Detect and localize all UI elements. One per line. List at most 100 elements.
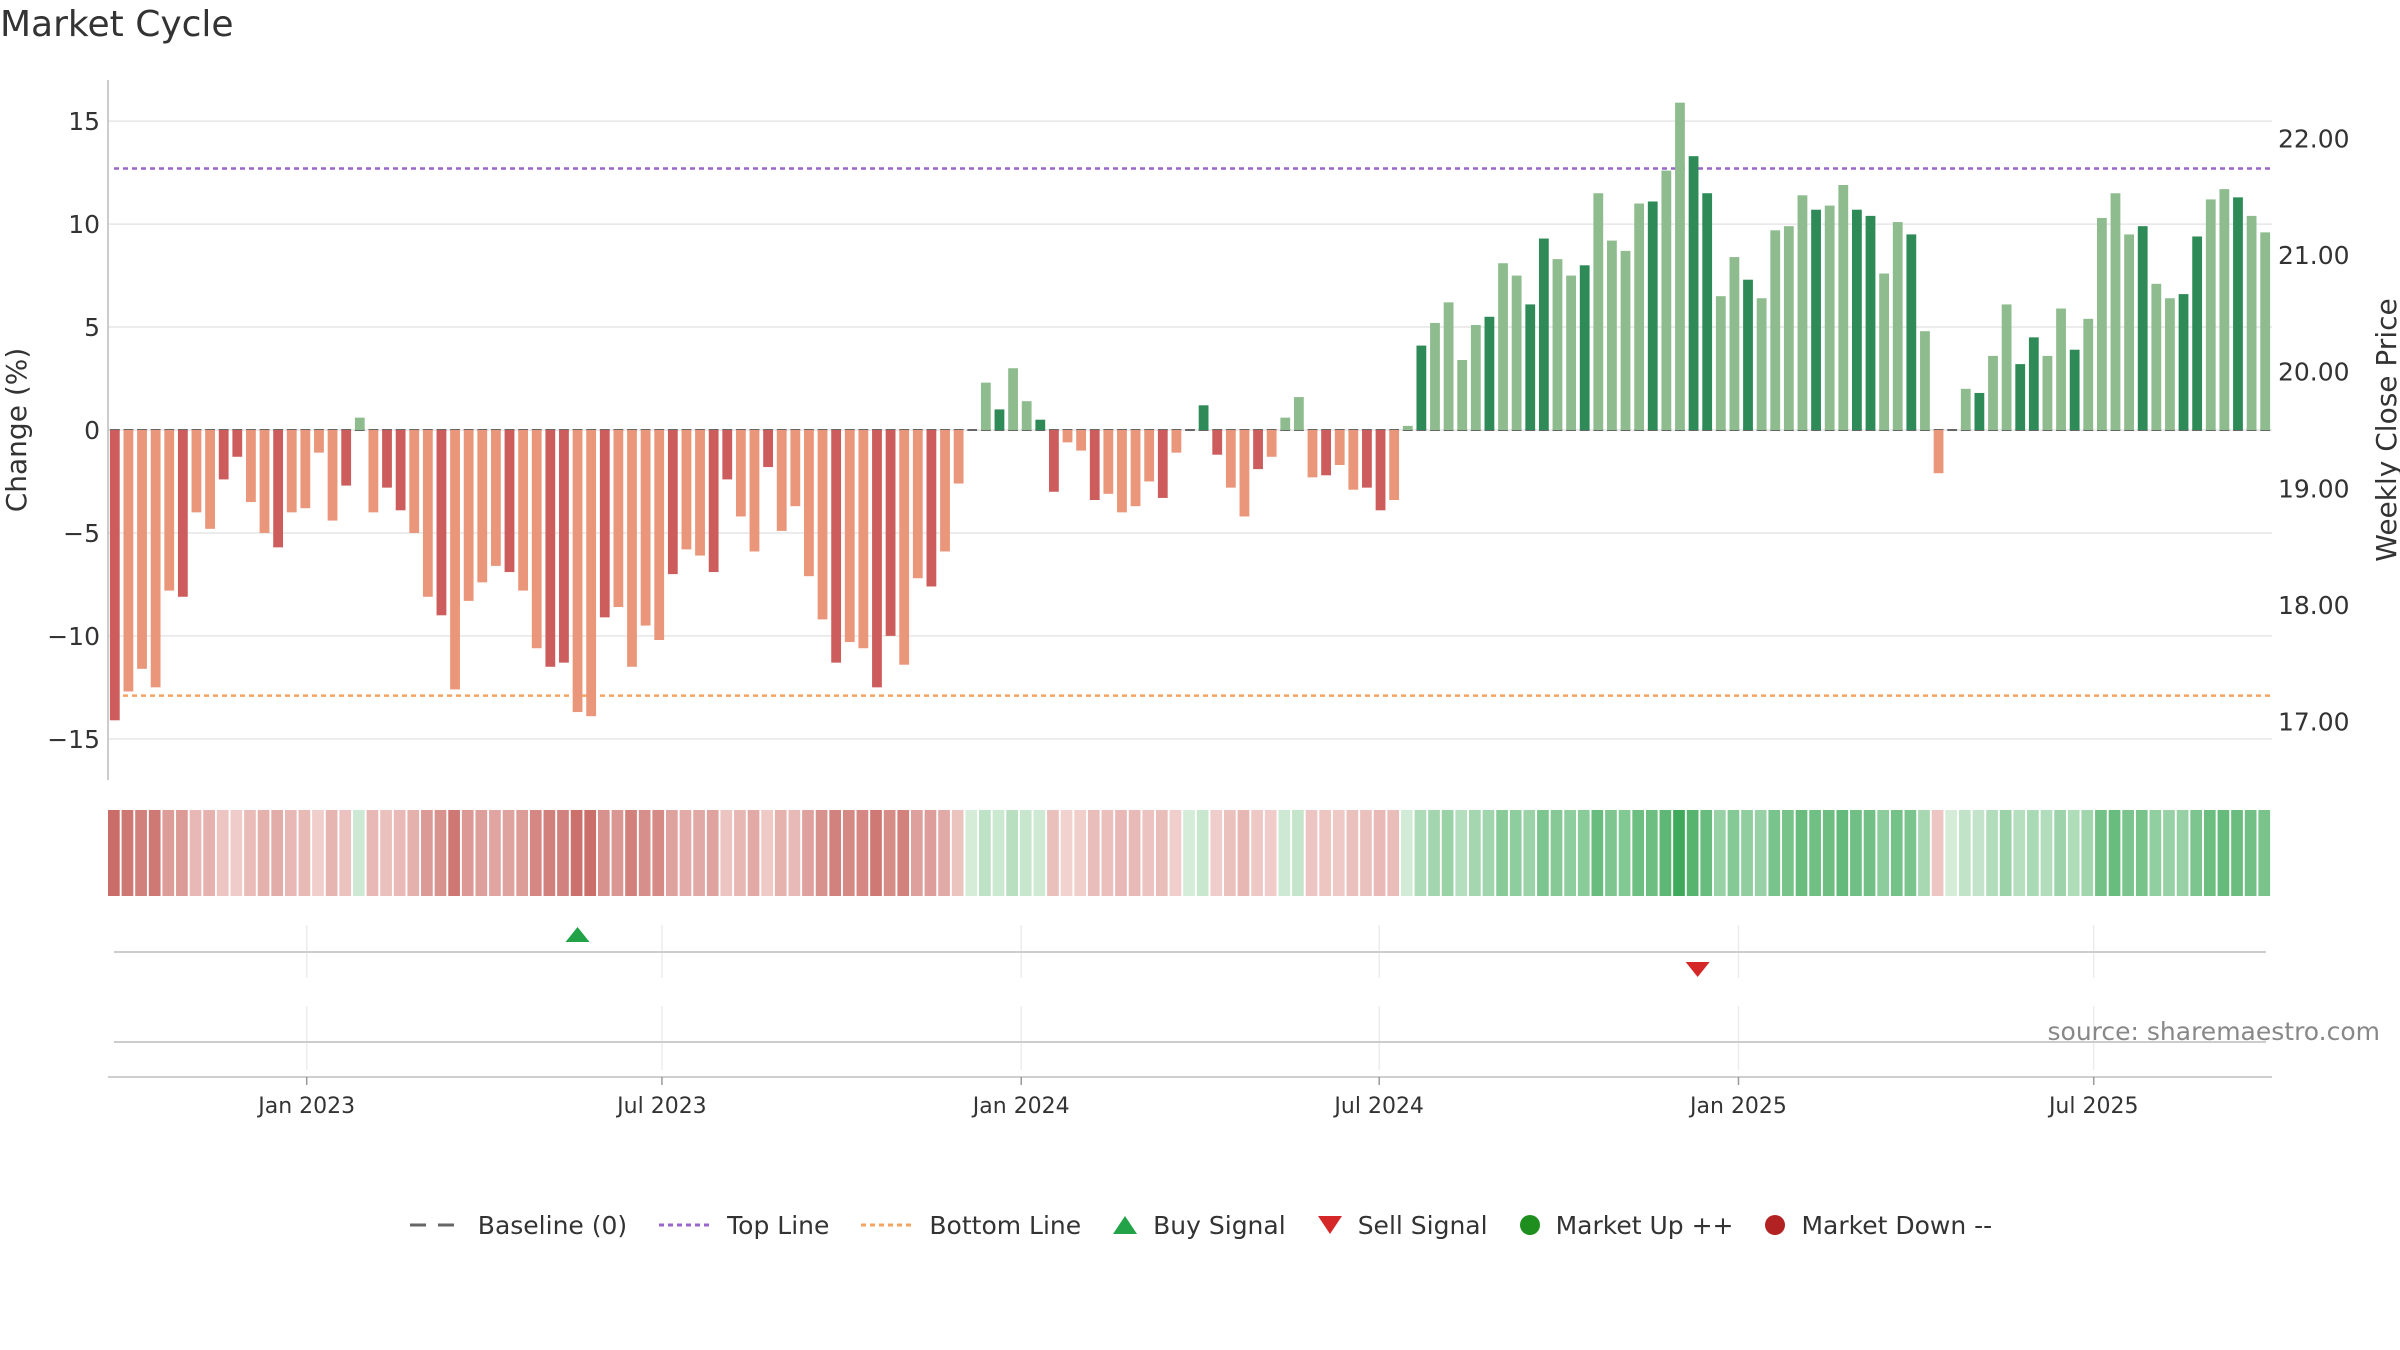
heat-strip-cell xyxy=(924,810,937,896)
heat-strip-cell xyxy=(1292,810,1304,896)
bar xyxy=(259,430,270,533)
bar xyxy=(327,430,338,521)
bar xyxy=(912,430,923,579)
axis-layer: 15 10 5 0 −5 −10 −15 22.00 21.00 20.00 19.00 18.00 1… xyxy=(0,80,2400,780)
bar xyxy=(1715,296,1726,430)
heat-strip-cell xyxy=(543,810,556,896)
heat-strip-cell xyxy=(652,810,665,896)
heat-strip-cell xyxy=(1155,810,1168,896)
heat-strip-cell xyxy=(1346,810,1359,896)
heat-strip-cell xyxy=(1972,810,1985,896)
heat-strip-cell xyxy=(1782,810,1794,896)
bar xyxy=(354,417,365,430)
bar xyxy=(953,430,964,484)
heat-strip-cell xyxy=(706,810,719,896)
legend-label-baseline: Baseline (0) xyxy=(477,1210,628,1240)
bar xyxy=(1416,345,1427,430)
bar xyxy=(1756,298,1767,430)
bar xyxy=(2246,215,2257,430)
bar xyxy=(2001,304,2012,430)
bar xyxy=(1307,430,1318,478)
bars-layer xyxy=(109,102,2271,721)
dash-line-icon xyxy=(409,1223,462,1227)
heat-strip-cell xyxy=(2244,810,2257,896)
y2-tick-label: 20.00 xyxy=(2278,358,2350,387)
heat-strip-cell xyxy=(679,810,692,896)
legend-item-buy-signal[interactable]: Buy Signal xyxy=(1111,1211,1286,1240)
bar xyxy=(531,430,542,649)
bar xyxy=(2151,283,2162,430)
reference-lines xyxy=(109,167,2272,697)
bar xyxy=(1498,263,1508,430)
legend-item-top-line[interactable]: Top Line xyxy=(657,1211,829,1240)
heat-strip-cell xyxy=(352,810,365,896)
bar xyxy=(1348,430,1359,490)
heat-strip-cell xyxy=(870,810,882,896)
bar xyxy=(164,430,175,591)
x-tick-label: Jul 2023 xyxy=(615,1094,707,1119)
bar xyxy=(2205,199,2216,430)
heat-strip-cell xyxy=(1768,810,1781,896)
legend-label-market-down: Market Down -- xyxy=(1801,1210,1993,1240)
bar xyxy=(1021,401,1032,430)
bar xyxy=(545,430,556,667)
y-tick-label: 5 xyxy=(84,313,100,342)
bar xyxy=(1797,195,1808,430)
heat-strip-cell xyxy=(1101,810,1114,896)
heat-strip-cell xyxy=(1727,810,1740,896)
heat-strip-cell xyxy=(366,810,379,896)
bar xyxy=(1838,185,1849,430)
heat-strip-cell xyxy=(638,810,651,896)
y-tick-label: −5 xyxy=(63,519,100,548)
y2-tick-label: 22.00 xyxy=(2278,124,2350,153)
heat-strip-cell xyxy=(1618,810,1631,896)
bar xyxy=(2137,226,2148,430)
bar xyxy=(463,430,474,601)
bar xyxy=(1035,419,1046,430)
bar xyxy=(1266,430,1277,457)
bar xyxy=(1239,430,1250,517)
heat-strip-cell xyxy=(1251,810,1263,896)
heat-strip-cell xyxy=(1428,810,1440,896)
bar xyxy=(858,430,869,649)
heat-strip-cell xyxy=(788,810,801,896)
bar xyxy=(2233,197,2243,430)
bar xyxy=(1157,430,1168,498)
legend-item-sell-signal[interactable]: Sell Signal xyxy=(1316,1211,1488,1240)
heat-strip-cell xyxy=(1414,810,1427,896)
bar xyxy=(1634,203,1645,430)
heat-strip-cell xyxy=(1700,810,1713,896)
heat-strip-cell xyxy=(271,810,284,896)
heat-strip-cell xyxy=(1686,810,1699,896)
heat-strip-cell xyxy=(516,810,529,896)
heat-strip-cell xyxy=(829,810,842,896)
sell-signal-marker xyxy=(1685,962,1710,977)
heat-strip-cell xyxy=(2231,810,2243,896)
bar xyxy=(2260,232,2271,430)
bar xyxy=(1865,215,1876,430)
bar xyxy=(1906,234,1917,430)
legend-item-market-down[interactable]: Market Down -- xyxy=(1763,1211,1992,1240)
bar xyxy=(1620,250,1631,430)
heat-strip-cell xyxy=(2040,810,2053,896)
bar xyxy=(1443,302,1454,430)
legend-item-market-up[interactable]: Market Up ++ xyxy=(1518,1211,1733,1240)
heat-strip-cell xyxy=(938,810,950,896)
heat-strip-cell xyxy=(1373,810,1386,896)
bar xyxy=(844,430,855,643)
heat-strip-cell xyxy=(2013,810,2026,896)
bar xyxy=(1702,193,1713,430)
heat-strip-cell xyxy=(461,810,474,896)
legend-item-baseline[interactable]: Baseline (0) xyxy=(408,1211,627,1240)
heat-strip-cell xyxy=(1918,810,1930,896)
heat-strip-cell xyxy=(557,810,569,896)
heat-strip-cell xyxy=(883,810,896,896)
heat-strip-cell xyxy=(1169,810,1182,896)
heat-strip-cell xyxy=(2095,810,2107,896)
heat-strip-cell xyxy=(666,810,678,896)
bar xyxy=(640,430,651,626)
heat-strip-cell xyxy=(1713,810,1726,896)
legend-item-bottom-line[interactable]: Bottom Line xyxy=(859,1211,1081,1240)
heat-strip-cell xyxy=(1659,810,1672,896)
bar xyxy=(572,430,583,713)
